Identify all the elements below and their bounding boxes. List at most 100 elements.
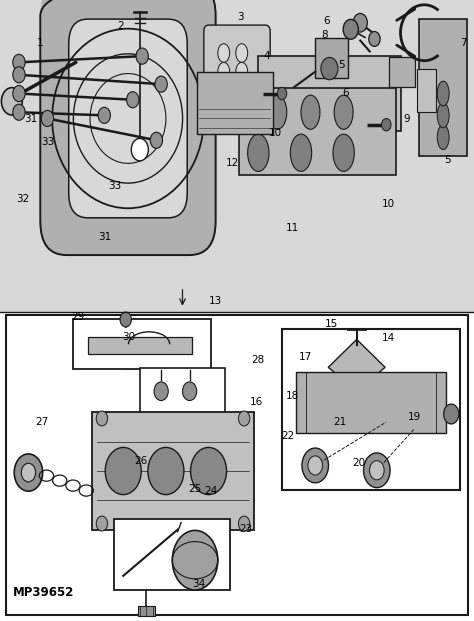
Text: 27: 27 [35, 417, 48, 427]
Text: 18: 18 [286, 391, 300, 401]
Circle shape [369, 32, 380, 47]
Text: 14: 14 [382, 333, 395, 343]
Circle shape [191, 447, 227, 494]
Bar [417, 69, 436, 112]
Text: 4: 4 [263, 51, 270, 61]
FancyBboxPatch shape [40, 0, 216, 255]
Circle shape [127, 92, 139, 108]
Circle shape [96, 516, 108, 531]
Text: 19: 19 [408, 412, 421, 422]
Text: 33: 33 [41, 137, 54, 147]
Text: 1: 1 [37, 39, 44, 48]
Text: 10: 10 [269, 128, 283, 138]
Circle shape [150, 132, 163, 148]
Text: 28: 28 [252, 355, 265, 365]
Bar [0, 0, 474, 312]
Ellipse shape [437, 103, 449, 128]
Ellipse shape [437, 125, 449, 150]
Circle shape [302, 448, 328, 483]
Bar [138, 606, 155, 616]
Text: 26: 26 [135, 456, 148, 466]
Text: 15: 15 [325, 319, 338, 329]
Circle shape [98, 107, 110, 124]
Circle shape [13, 54, 25, 70]
Bar [6, 315, 468, 615]
Text: 5: 5 [445, 155, 451, 165]
Text: 12: 12 [226, 158, 239, 168]
Circle shape [353, 14, 367, 32]
Ellipse shape [236, 62, 247, 81]
Text: 6: 6 [343, 88, 349, 97]
Circle shape [343, 19, 358, 39]
Circle shape [96, 411, 108, 426]
Circle shape [370, 461, 384, 480]
Text: 29: 29 [72, 312, 85, 322]
Text: 32: 32 [16, 194, 29, 204]
Text: 8: 8 [321, 30, 328, 40]
Bar [389, 58, 415, 88]
Bar [239, 88, 396, 175]
Circle shape [136, 48, 148, 64]
Circle shape [120, 312, 131, 327]
Ellipse shape [334, 95, 353, 129]
Bar [282, 329, 460, 489]
Ellipse shape [437, 81, 449, 106]
Circle shape [172, 530, 218, 590]
Text: 10: 10 [382, 199, 395, 209]
Text: 22: 22 [282, 431, 295, 441]
Circle shape [277, 88, 287, 100]
Bar [296, 372, 446, 433]
Text: 7: 7 [460, 39, 467, 48]
Text: 13: 13 [209, 296, 222, 306]
Circle shape [308, 456, 322, 475]
Ellipse shape [301, 95, 320, 129]
Circle shape [182, 382, 197, 401]
Text: 20: 20 [353, 458, 366, 468]
Circle shape [14, 454, 43, 491]
FancyBboxPatch shape [204, 25, 270, 99]
Text: 30: 30 [122, 332, 136, 342]
Bar [140, 368, 225, 414]
Circle shape [238, 411, 250, 426]
Bar [258, 57, 401, 131]
Circle shape [13, 86, 25, 102]
Circle shape [321, 57, 338, 79]
Text: 31: 31 [24, 114, 37, 124]
Circle shape [238, 516, 250, 531]
Text: 2: 2 [118, 21, 124, 31]
Circle shape [41, 111, 54, 127]
Bar [0, 312, 474, 621]
Bar [88, 337, 192, 354]
Ellipse shape [236, 43, 247, 62]
Text: 16: 16 [249, 397, 263, 407]
Text: 17: 17 [299, 352, 312, 362]
Circle shape [155, 76, 167, 93]
Text: 21: 21 [334, 417, 347, 427]
Text: 11: 11 [286, 223, 300, 233]
Circle shape [105, 447, 141, 494]
Ellipse shape [333, 134, 355, 171]
FancyBboxPatch shape [69, 19, 187, 218]
Text: 31: 31 [99, 232, 112, 242]
Circle shape [13, 66, 25, 83]
Polygon shape [328, 340, 385, 391]
Text: 25: 25 [189, 484, 202, 494]
Circle shape [21, 463, 36, 482]
Circle shape [1, 88, 22, 115]
Circle shape [364, 453, 390, 487]
Text: MP39652: MP39652 [13, 586, 74, 599]
Bar [197, 72, 273, 134]
Ellipse shape [218, 43, 229, 62]
Ellipse shape [218, 62, 229, 81]
Text: 34: 34 [192, 579, 206, 589]
Ellipse shape [268, 95, 287, 129]
Text: 9: 9 [403, 114, 410, 124]
Text: 5: 5 [338, 60, 345, 70]
Text: 3: 3 [237, 12, 244, 22]
Bar [315, 37, 348, 78]
Ellipse shape [248, 134, 269, 171]
Circle shape [382, 119, 391, 131]
Bar [419, 19, 467, 156]
Bar [73, 319, 211, 369]
Text: 24: 24 [204, 486, 218, 496]
